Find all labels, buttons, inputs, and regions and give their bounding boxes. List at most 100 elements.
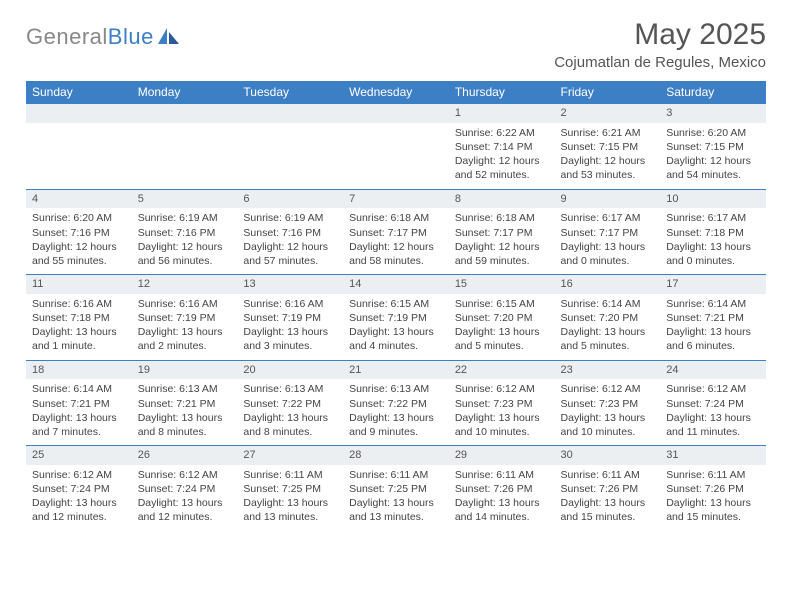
- day-number-cell: 2: [555, 104, 661, 123]
- title-block: May 2025 Cojumatlan de Regules, Mexico: [554, 18, 766, 71]
- info-row: Sunrise: 6:22 AMSunset: 7:14 PMDaylight:…: [26, 123, 766, 189]
- day-number-cell: 11: [26, 275, 132, 294]
- day-header: Thursday: [449, 81, 555, 104]
- day-info-cell: Sunrise: 6:20 AMSunset: 7:15 PMDaylight:…: [660, 123, 766, 189]
- day-number-cell: 6: [237, 189, 343, 208]
- day-info-cell: Sunrise: 6:16 AMSunset: 7:19 PMDaylight:…: [237, 294, 343, 360]
- brand-logo: GeneralBlue: [26, 24, 180, 50]
- info-row: Sunrise: 6:20 AMSunset: 7:16 PMDaylight:…: [26, 208, 766, 274]
- day-info-cell: Sunrise: 6:11 AMSunset: 7:25 PMDaylight:…: [343, 465, 449, 531]
- day-header-row: Sunday Monday Tuesday Wednesday Thursday…: [26, 81, 766, 104]
- daynum-row: 45678910: [26, 189, 766, 208]
- day-number-cell: 18: [26, 360, 132, 379]
- day-info-cell: Sunrise: 6:12 AMSunset: 7:24 PMDaylight:…: [132, 465, 238, 531]
- brand-text: GeneralBlue: [26, 24, 154, 50]
- day-header: Friday: [555, 81, 661, 104]
- day-info-cell: Sunrise: 6:12 AMSunset: 7:23 PMDaylight:…: [555, 379, 661, 445]
- day-info-cell: Sunrise: 6:11 AMSunset: 7:26 PMDaylight:…: [660, 465, 766, 531]
- day-number-cell: 13: [237, 275, 343, 294]
- day-number-cell: [237, 104, 343, 123]
- day-header: Tuesday: [237, 81, 343, 104]
- day-number-cell: 10: [660, 189, 766, 208]
- day-info-cell: Sunrise: 6:14 AMSunset: 7:21 PMDaylight:…: [660, 294, 766, 360]
- day-number-cell: 20: [237, 360, 343, 379]
- day-number-cell: 16: [555, 275, 661, 294]
- day-info-cell: Sunrise: 6:11 AMSunset: 7:25 PMDaylight:…: [237, 465, 343, 531]
- day-number-cell: 21: [343, 360, 449, 379]
- calendar-body: 123Sunrise: 6:22 AMSunset: 7:14 PMDaylig…: [26, 104, 766, 531]
- day-info-cell: [26, 123, 132, 189]
- day-info-cell: Sunrise: 6:12 AMSunset: 7:23 PMDaylight:…: [449, 379, 555, 445]
- day-number-cell: 25: [26, 446, 132, 465]
- day-number-cell: [132, 104, 238, 123]
- day-info-cell: Sunrise: 6:14 AMSunset: 7:21 PMDaylight:…: [26, 379, 132, 445]
- brand-part2: Blue: [108, 24, 154, 49]
- day-number-cell: 22: [449, 360, 555, 379]
- day-number-cell: 12: [132, 275, 238, 294]
- day-info-cell: Sunrise: 6:20 AMSunset: 7:16 PMDaylight:…: [26, 208, 132, 274]
- day-info-cell: Sunrise: 6:12 AMSunset: 7:24 PMDaylight:…: [660, 379, 766, 445]
- day-info-cell: Sunrise: 6:17 AMSunset: 7:18 PMDaylight:…: [660, 208, 766, 274]
- calendar-page: GeneralBlue May 2025 Cojumatlan de Regul…: [0, 0, 792, 541]
- day-number-cell: 17: [660, 275, 766, 294]
- day-number-cell: 26: [132, 446, 238, 465]
- day-info-cell: Sunrise: 6:11 AMSunset: 7:26 PMDaylight:…: [555, 465, 661, 531]
- day-number-cell: 23: [555, 360, 661, 379]
- day-number-cell: 30: [555, 446, 661, 465]
- day-number-cell: [343, 104, 449, 123]
- day-info-cell: Sunrise: 6:16 AMSunset: 7:18 PMDaylight:…: [26, 294, 132, 360]
- info-row: Sunrise: 6:12 AMSunset: 7:24 PMDaylight:…: [26, 465, 766, 531]
- day-number-cell: 5: [132, 189, 238, 208]
- day-header: Wednesday: [343, 81, 449, 104]
- calendar-head: Sunday Monday Tuesday Wednesday Thursday…: [26, 81, 766, 104]
- header: GeneralBlue May 2025 Cojumatlan de Regul…: [26, 18, 766, 71]
- day-header: Sunday: [26, 81, 132, 104]
- day-header: Monday: [132, 81, 238, 104]
- info-row: Sunrise: 6:14 AMSunset: 7:21 PMDaylight:…: [26, 379, 766, 445]
- day-number-cell: 31: [660, 446, 766, 465]
- day-number-cell: 15: [449, 275, 555, 294]
- daynum-row: 18192021222324: [26, 360, 766, 379]
- day-number-cell: [26, 104, 132, 123]
- day-info-cell: Sunrise: 6:19 AMSunset: 7:16 PMDaylight:…: [237, 208, 343, 274]
- day-info-cell: Sunrise: 6:13 AMSunset: 7:22 PMDaylight:…: [237, 379, 343, 445]
- day-number-cell: 8: [449, 189, 555, 208]
- day-info-cell: Sunrise: 6:22 AMSunset: 7:14 PMDaylight:…: [449, 123, 555, 189]
- day-info-cell: Sunrise: 6:16 AMSunset: 7:19 PMDaylight:…: [132, 294, 238, 360]
- day-number-cell: 1: [449, 104, 555, 123]
- day-header: Saturday: [660, 81, 766, 104]
- day-info-cell: [237, 123, 343, 189]
- day-number-cell: 4: [26, 189, 132, 208]
- day-info-cell: Sunrise: 6:18 AMSunset: 7:17 PMDaylight:…: [449, 208, 555, 274]
- day-number-cell: 28: [343, 446, 449, 465]
- day-info-cell: Sunrise: 6:21 AMSunset: 7:15 PMDaylight:…: [555, 123, 661, 189]
- day-number-cell: 27: [237, 446, 343, 465]
- day-info-cell: Sunrise: 6:19 AMSunset: 7:16 PMDaylight:…: [132, 208, 238, 274]
- day-number-cell: 3: [660, 104, 766, 123]
- info-row: Sunrise: 6:16 AMSunset: 7:18 PMDaylight:…: [26, 294, 766, 360]
- day-info-cell: [343, 123, 449, 189]
- day-number-cell: 29: [449, 446, 555, 465]
- day-info-cell: Sunrise: 6:13 AMSunset: 7:21 PMDaylight:…: [132, 379, 238, 445]
- day-info-cell: Sunrise: 6:15 AMSunset: 7:20 PMDaylight:…: [449, 294, 555, 360]
- day-info-cell: Sunrise: 6:12 AMSunset: 7:24 PMDaylight:…: [26, 465, 132, 531]
- day-info-cell: Sunrise: 6:15 AMSunset: 7:19 PMDaylight:…: [343, 294, 449, 360]
- day-info-cell: Sunrise: 6:17 AMSunset: 7:17 PMDaylight:…: [555, 208, 661, 274]
- day-number-cell: 14: [343, 275, 449, 294]
- daynum-row: 123: [26, 104, 766, 123]
- daynum-row: 25262728293031: [26, 446, 766, 465]
- daynum-row: 11121314151617: [26, 275, 766, 294]
- day-info-cell: Sunrise: 6:14 AMSunset: 7:20 PMDaylight:…: [555, 294, 661, 360]
- sail-icon: [158, 28, 180, 46]
- day-number-cell: 9: [555, 189, 661, 208]
- day-info-cell: Sunrise: 6:11 AMSunset: 7:26 PMDaylight:…: [449, 465, 555, 531]
- location-text: Cojumatlan de Regules, Mexico: [554, 54, 766, 71]
- day-number-cell: 24: [660, 360, 766, 379]
- day-number-cell: 7: [343, 189, 449, 208]
- day-number-cell: 19: [132, 360, 238, 379]
- day-info-cell: [132, 123, 238, 189]
- day-info-cell: Sunrise: 6:13 AMSunset: 7:22 PMDaylight:…: [343, 379, 449, 445]
- day-info-cell: Sunrise: 6:18 AMSunset: 7:17 PMDaylight:…: [343, 208, 449, 274]
- month-title: May 2025: [554, 18, 766, 52]
- calendar-table: Sunday Monday Tuesday Wednesday Thursday…: [26, 81, 766, 531]
